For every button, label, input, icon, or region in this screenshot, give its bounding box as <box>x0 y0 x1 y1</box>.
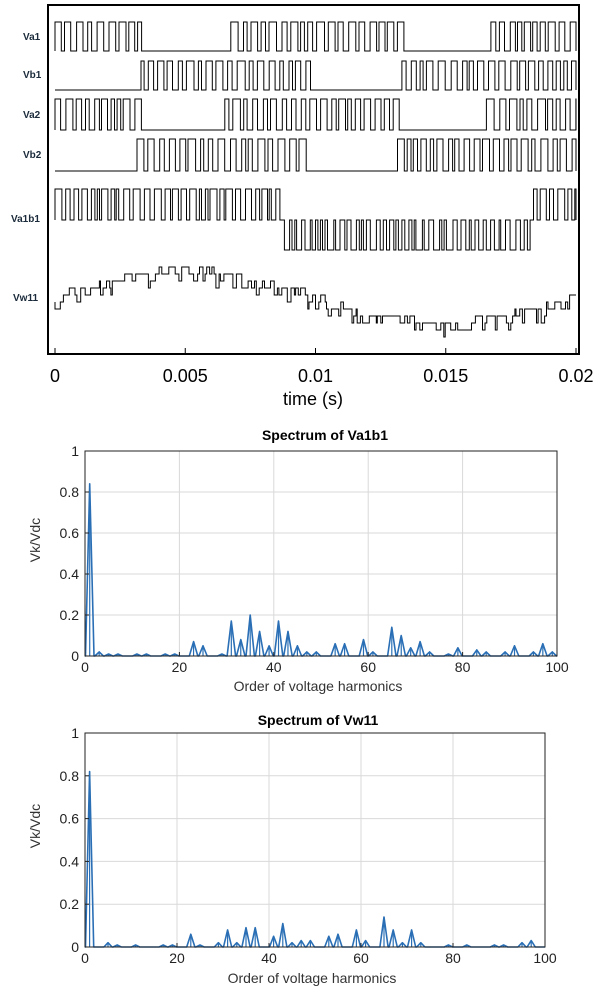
signal-label-vb2: Vb2 <box>23 150 42 161</box>
spectrum-vw11-title: Spectrum of Vw11 <box>258 712 379 728</box>
signal-trace-va2 <box>54 98 577 131</box>
signal-label-va2: Va2 <box>23 110 41 121</box>
y-tick-label: 0.4 <box>60 566 80 582</box>
x-tick-label: 20 <box>169 950 185 966</box>
x-tick-label: 0 <box>81 659 89 675</box>
y-tick-label: 0.6 <box>60 811 80 827</box>
waveform-xtick-label: 0.015 <box>423 366 468 386</box>
x-tick-label: 80 <box>455 659 471 675</box>
x-tick-label: 100 <box>533 950 557 966</box>
spectrum-va1b1-title: Spectrum of Va1b1 <box>262 427 388 443</box>
signal-label-va1b1: Va1b1 <box>11 214 40 225</box>
x-tick-label: 20 <box>172 659 188 675</box>
x-tick-label: 60 <box>353 950 369 966</box>
waveform-frame <box>47 4 580 355</box>
y-tick-label: 0 <box>71 648 79 664</box>
signal-trace-va1 <box>54 21 577 52</box>
spectrum-va1b1-xlabel: Order of voltage harmonics <box>234 678 403 694</box>
spectrum-va1b1-panel: Spectrum of Va1b1 0 20 40 60 80 100 0 0.2 0.4 0.6… <box>27 427 569 694</box>
x-tick-label: 40 <box>261 950 277 966</box>
y-tick-label: 0.8 <box>60 768 80 784</box>
signal-label-va1: Va1 <box>23 32 41 43</box>
y-tick-label: 0.2 <box>60 896 80 912</box>
x-tick-label: 0 <box>81 950 89 966</box>
signal-label-vw11: Vw11 <box>13 293 38 304</box>
x-tick-label: 80 <box>445 950 461 966</box>
y-tick-label: 0.4 <box>60 853 80 869</box>
spectrum-vw11-ylabel: Vk/Vdc <box>27 804 43 848</box>
waveform-xlabel: time (s) <box>283 389 343 409</box>
signal-trace-va1b1 <box>54 188 577 251</box>
plot-frame <box>84 732 546 948</box>
x-tick-label: 100 <box>545 659 569 675</box>
waveform-xtick-label: 0.02 <box>558 366 593 386</box>
waveform-panel: Va1 Vb1 Va2 Vb2 Va1b1 Vw11 0 0.005 0.01 0.015 0.0… <box>11 4 594 409</box>
spectrum-va1b1-ylabel: Vk/Vdc <box>27 518 43 562</box>
y-tick-label: 0.6 <box>60 525 80 541</box>
signal-trace-vw11 <box>54 266 576 338</box>
y-tick-label: 0 <box>71 939 79 955</box>
y-tick-label: 0.8 <box>60 484 80 500</box>
x-tick-label: 60 <box>360 659 376 675</box>
spectrum-vw11-xlabel: Order of voltage harmonics <box>228 970 397 986</box>
waveform-xtick-label: 0 <box>50 366 60 386</box>
x-tick-label: 40 <box>266 659 282 675</box>
plot-area <box>85 733 545 947</box>
y-tick-label: 1 <box>71 725 79 741</box>
waveform-xtick-label: 0.01 <box>298 366 333 386</box>
waveform-xtick-label: 0.005 <box>163 366 208 386</box>
y-tick-label: 1 <box>71 443 79 459</box>
signal-label-vb1: Vb1 <box>23 70 42 81</box>
signal-trace-vb1 <box>55 60 577 91</box>
spectrum-vw11-panel: Spectrum of Vw11 0 20 40 60 80 100 0 0.2 0.4 0.6 0… <box>27 712 557 986</box>
plot-area <box>85 451 557 656</box>
plot-frame <box>84 450 558 657</box>
signal-trace-vb2 <box>55 138 577 172</box>
y-tick-label: 0.2 <box>60 607 80 623</box>
